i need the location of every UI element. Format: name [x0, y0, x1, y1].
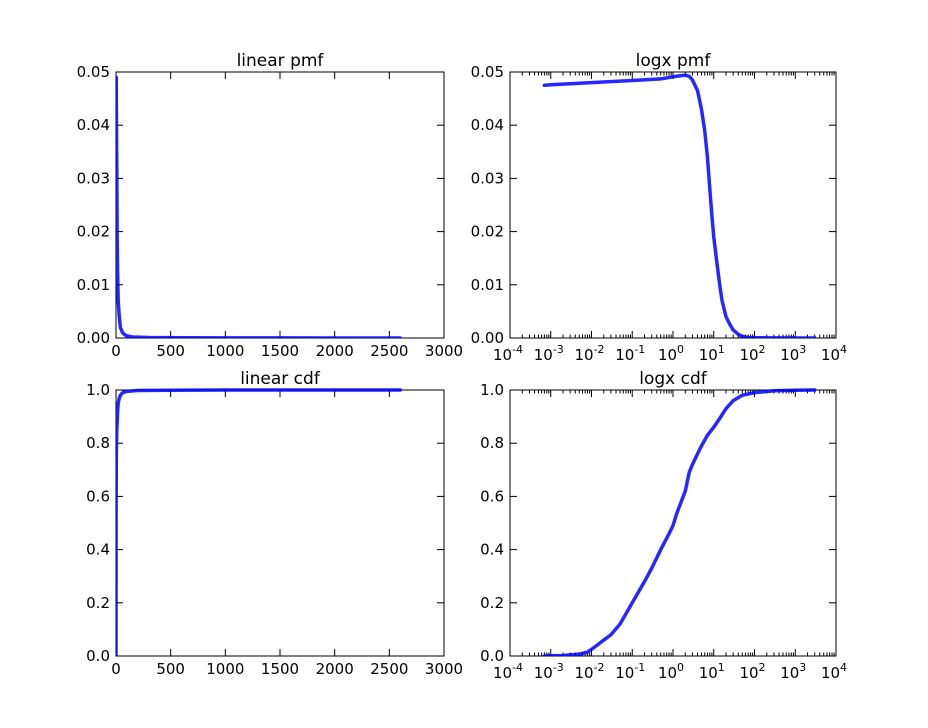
x-tick-label: 10-2 [574, 661, 604, 682]
y-tick-label: 0.8 [480, 434, 504, 452]
axes-frame [115, 71, 445, 339]
x-tick-label: 1500 [261, 660, 299, 678]
x-tick-label: 103 [780, 661, 806, 682]
y-tick-label: 0.00 [77, 329, 110, 347]
y-tick-label: 1.0 [480, 381, 504, 399]
x-tick-label: 100 [658, 661, 684, 682]
series-line-1 [116, 388, 403, 656]
y-tick-label: 0.4 [480, 541, 504, 559]
y-tick-label: 0.6 [480, 487, 504, 505]
x-tick-label: 500 [156, 660, 185, 678]
y-tick-label: 0.02 [77, 223, 110, 241]
x-tick-label: 102 [739, 343, 765, 364]
y-tick-label: 0.03 [77, 169, 110, 187]
y-tick-label: 0.4 [86, 541, 110, 559]
y-tick-label: 0.05 [77, 63, 110, 81]
x-tick-label: 104 [821, 661, 847, 682]
y-tick-label: 0.05 [471, 63, 504, 81]
x-tick-label: 100 [658, 343, 684, 364]
subplot-2: logx pmf 10-4 10-3 10-2 10-1 100 101 102 103 104 0… [471, 51, 847, 364]
x-tick-label: 10-4 [493, 343, 523, 364]
x-tick-label: 101 [699, 343, 725, 364]
x-tick-label: 1000 [206, 342, 244, 360]
subplot-4: logx cdf 10-4 10-3 10-2 10-1 100 101 102 103 104 0… [480, 369, 847, 682]
x-tick-label: 2500 [370, 660, 408, 678]
x-tick-label: 104 [821, 343, 847, 364]
chart-title: logx cdf [639, 369, 708, 389]
x-tick-label: 3000 [425, 342, 463, 360]
x-tick-label: 2000 [316, 660, 354, 678]
y-tick-label: 0.2 [480, 594, 504, 612]
y-tick-label: 1.0 [86, 381, 110, 399]
y-tick-label: 0.01 [77, 276, 110, 294]
x-tick-label: 10-3 [534, 343, 564, 364]
x-tick-label: 10-1 [615, 343, 645, 364]
chart-title: linear cdf [240, 369, 321, 389]
x-tick-label: 0 [111, 342, 121, 360]
x-tick-label: 2500 [370, 342, 408, 360]
x-tick-label: 10-4 [493, 661, 523, 682]
x-tick-label: 500 [156, 342, 185, 360]
axes-frame [115, 389, 445, 657]
y-tick-label: 0.6 [86, 487, 110, 505]
subplot-1: linear pmf 0 500 1000 1500 2000 2500 3000 0.00 0.… [77, 51, 464, 360]
x-tick-label: 103 [780, 343, 806, 364]
y-tick-label: 0.04 [77, 116, 110, 134]
y-tick-label: 0.01 [471, 276, 504, 294]
y-tick-label: 0.04 [471, 116, 504, 134]
axes-frame [509, 71, 837, 339]
y-tick-label: 0.00 [471, 329, 504, 347]
x-tick-label: 10-2 [574, 343, 604, 364]
chart-title: linear pmf [237, 51, 325, 71]
y-tick-label: 0.8 [86, 434, 110, 452]
x-tick-label: 102 [739, 661, 765, 682]
x-tick-label: 10-3 [534, 661, 564, 682]
series-line-1 [542, 73, 817, 338]
chart-title: logx pmf [636, 51, 712, 71]
y-tick-label: 0.0 [480, 647, 504, 665]
y-tick-label: 0.0 [86, 647, 110, 665]
x-tick-label: 3000 [425, 660, 463, 678]
x-tick-label: 2000 [316, 342, 354, 360]
x-tick-label: 0 [111, 660, 121, 678]
y-tick-label: 0.03 [471, 169, 504, 187]
y-tick-label: 0.2 [86, 594, 110, 612]
x-tick-label: 1000 [206, 660, 244, 678]
x-tick-label: 101 [699, 661, 725, 682]
subplot-3: linear cdf 0 500 1000 1500 2000 2500 3000 0.0 0.2… [86, 369, 463, 678]
x-tick-label: 10-1 [615, 661, 645, 682]
series-line-1 [116, 75, 403, 338]
y-tick-label: 0.02 [471, 223, 504, 241]
x-tick-label: 1500 [261, 342, 299, 360]
series-line-1 [542, 388, 817, 656]
